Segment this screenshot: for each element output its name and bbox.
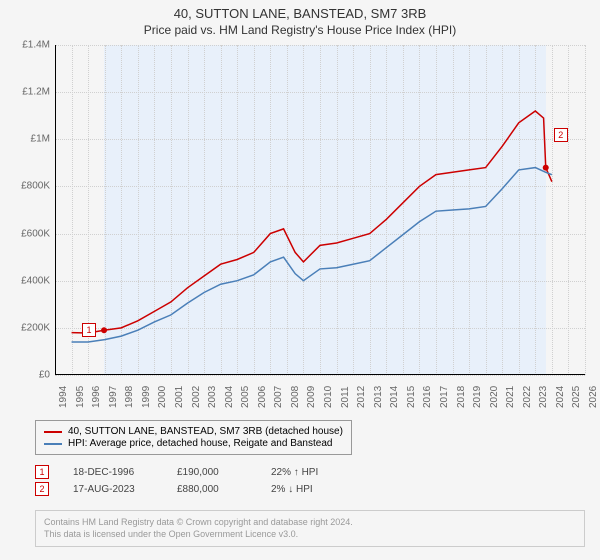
transaction-pct: 2% ↓ HPI xyxy=(271,484,313,495)
x-tick-label: 2002 xyxy=(191,386,202,408)
y-tick-label: £0 xyxy=(39,370,50,381)
chart-area: 12 xyxy=(55,45,585,375)
x-tick-label: 2025 xyxy=(571,386,582,408)
y-tick-label: £800K xyxy=(21,181,50,192)
x-tick-label: 2026 xyxy=(588,386,599,408)
x-tick-label: 2017 xyxy=(439,386,450,408)
series-hpi xyxy=(72,168,552,342)
x-tick-label: 2024 xyxy=(555,386,566,408)
x-tick-label: 2006 xyxy=(257,386,268,408)
transaction-pct: 22% ↑ HPI xyxy=(271,467,318,478)
x-tick-label: 2005 xyxy=(240,386,251,408)
x-tick-label: 2012 xyxy=(356,386,367,408)
x-tick-label: 2015 xyxy=(406,386,417,408)
x-tick-label: 2023 xyxy=(538,386,549,408)
x-tick-label: 2019 xyxy=(472,386,483,408)
footer-line-2: This data is licensed under the Open Gov… xyxy=(44,529,576,541)
legend-swatch xyxy=(44,431,62,433)
x-tick-label: 2007 xyxy=(273,386,284,408)
x-tick-label: 1994 xyxy=(58,386,69,408)
x-tick-label: 2022 xyxy=(522,386,533,408)
x-tick-label: 2008 xyxy=(290,386,301,408)
x-tick-label: 2016 xyxy=(422,386,433,408)
x-tick-label: 1996 xyxy=(91,386,102,408)
x-tick-label: 2009 xyxy=(306,386,317,408)
plot-region: 12 xyxy=(55,45,585,375)
legend-label: HPI: Average price, detached house, Reig… xyxy=(68,438,332,449)
x-tick-label: 2000 xyxy=(157,386,168,408)
x-tick-label: 1997 xyxy=(108,386,119,408)
transaction-price: £880,000 xyxy=(177,484,247,495)
y-axis-line xyxy=(55,45,56,375)
transaction-row: 2 17-AUG-2023 £880,000 2% ↓ HPI xyxy=(35,482,318,496)
x-tick-label: 2021 xyxy=(505,386,516,408)
x-tick-label: 2004 xyxy=(224,386,235,408)
legend-label: 40, SUTTON LANE, BANSTEAD, SM7 3RB (deta… xyxy=(68,426,343,437)
y-tick-label: £1M xyxy=(31,134,50,145)
series-property xyxy=(72,111,552,333)
x-tick-label: 2003 xyxy=(207,386,218,408)
y-axis: £0£200K£400K£600K£800K£1M£1.2M£1.4M xyxy=(0,45,55,375)
x-tick-label: 2011 xyxy=(340,386,351,408)
line-series-svg xyxy=(55,45,585,375)
legend-item-property: 40, SUTTON LANE, BANSTEAD, SM7 3RB (deta… xyxy=(44,426,343,437)
x-axis-line xyxy=(55,374,585,375)
x-tick-label: 1995 xyxy=(75,386,86,408)
y-tick-label: £1.2M xyxy=(22,87,50,98)
title-block: 40, SUTTON LANE, BANSTEAD, SM7 3RB Price… xyxy=(0,0,600,39)
x-axis: 1994 1995 1996 1997 1998 1999 2000 2001 2002 2003… xyxy=(55,378,585,418)
y-tick-label: £400K xyxy=(21,275,50,286)
legend-item-hpi: HPI: Average price, detached house, Reig… xyxy=(44,438,343,449)
x-tick-label: 2020 xyxy=(489,386,500,408)
legend-swatch xyxy=(44,443,62,445)
marker-badge-2: 2 xyxy=(35,482,49,496)
chart-marker-2: 2 xyxy=(554,128,568,142)
x-tick-label: 1999 xyxy=(141,386,152,408)
footer-line-1: Contains HM Land Registry data © Crown c… xyxy=(44,517,576,529)
legend: 40, SUTTON LANE, BANSTEAD, SM7 3RB (deta… xyxy=(35,420,352,455)
transaction-price: £190,000 xyxy=(177,467,247,478)
transaction-table: 1 18-DEC-1996 £190,000 22% ↑ HPI 2 17-AU… xyxy=(35,462,318,499)
x-tick-label: 2013 xyxy=(373,386,384,408)
x-tick-label: 2018 xyxy=(456,386,467,408)
y-tick-label: £200K xyxy=(21,322,50,333)
y-tick-label: £1.4M xyxy=(22,40,50,51)
x-tick-label: 2010 xyxy=(323,386,334,408)
x-tick-label: 1998 xyxy=(124,386,135,408)
transaction-date: 18-DEC-1996 xyxy=(73,467,153,478)
x-tick-label: 2014 xyxy=(389,386,400,408)
chart-marker-1: 1 xyxy=(82,323,96,337)
marker-badge-1: 1 xyxy=(35,465,49,479)
chart-title: 40, SUTTON LANE, BANSTEAD, SM7 3RB xyxy=(0,6,600,21)
x-tick-label: 2001 xyxy=(174,386,185,408)
y-tick-label: £600K xyxy=(21,228,50,239)
transaction-date: 17-AUG-2023 xyxy=(73,484,153,495)
attribution-footer: Contains HM Land Registry data © Crown c… xyxy=(35,510,585,547)
chart-subtitle: Price paid vs. HM Land Registry's House … xyxy=(0,23,600,37)
transaction-row: 1 18-DEC-1996 £190,000 22% ↑ HPI xyxy=(35,465,318,479)
